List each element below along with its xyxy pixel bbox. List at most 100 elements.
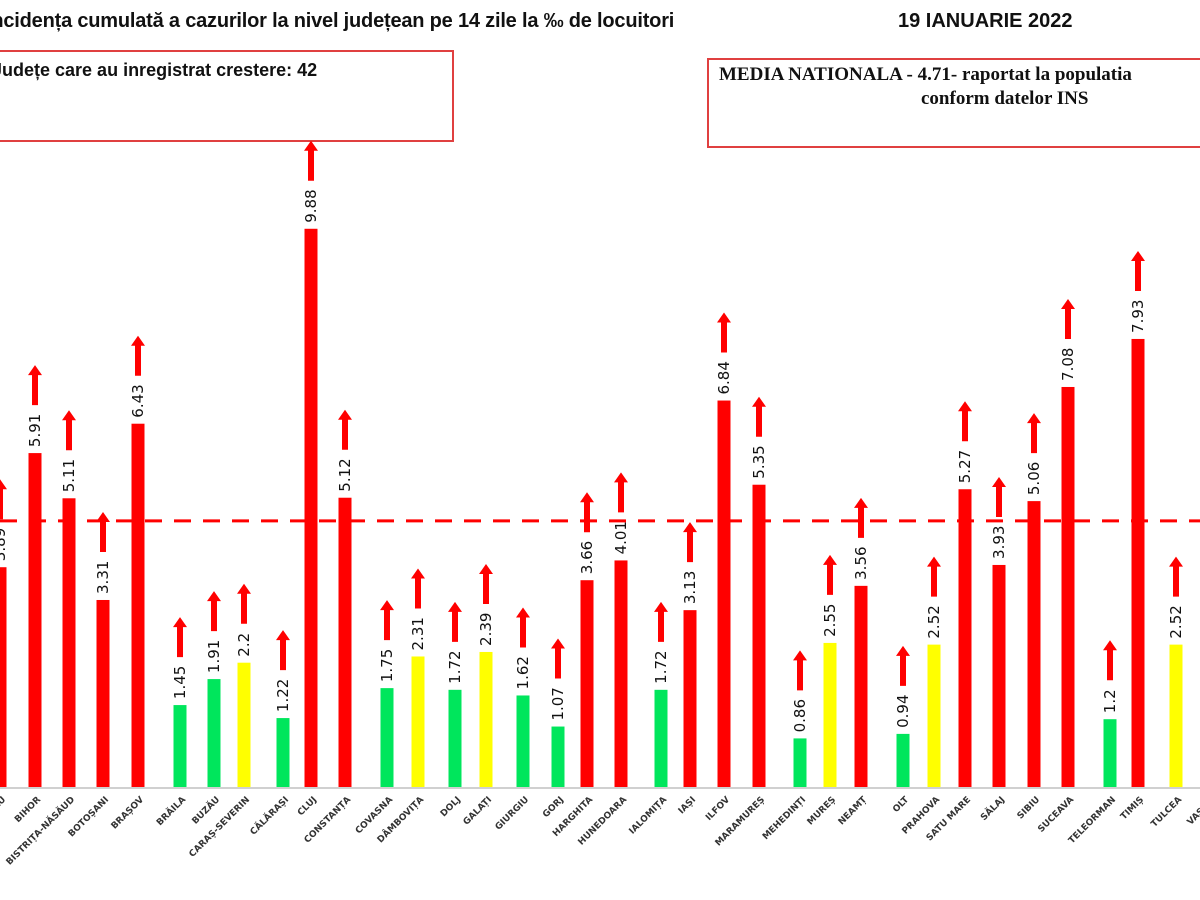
value-label: 2.55 (821, 604, 839, 637)
trend-up-arrow-icon (654, 601, 668, 642)
trend-up-arrow-icon (958, 401, 972, 442)
bar-dolj (448, 689, 462, 787)
bar-gala-i (479, 651, 493, 787)
bar-ialomi-a (654, 689, 668, 787)
category-label: MEHEDINȚI (761, 795, 808, 842)
value-label: 3.56 (852, 546, 870, 579)
bar-olt (896, 733, 910, 787)
category-label: BRĂILA (154, 794, 189, 829)
bar-bra-ov (131, 423, 145, 787)
bar-mure- (823, 642, 837, 787)
national-average-text: MEDIA NATIONALA - 4.71- raportat la popu… (719, 64, 1132, 85)
value-label: 3.31 (94, 561, 112, 594)
bar-giurgiu (516, 695, 530, 787)
trend-up-arrow-icon (448, 601, 462, 642)
national-average-source: conform datelor INS (921, 88, 1089, 109)
value-label: 5.91 (26, 414, 44, 447)
trend-up-arrow-icon (276, 630, 290, 671)
category-label: CĂLĂRAȘI (247, 794, 291, 838)
trend-up-arrow-icon (479, 563, 493, 604)
category-label: OLT (891, 794, 911, 814)
bar-teleorman (1103, 719, 1117, 787)
value-label: 5.06 (1025, 462, 1043, 495)
bar-ia-i (683, 610, 697, 787)
bar-mehedin-i (793, 738, 807, 787)
category-label: IAȘI (677, 795, 698, 816)
value-label: 1.75 (378, 649, 396, 682)
value-label: 0.86 (791, 699, 809, 732)
category-label: GORJ (541, 795, 566, 820)
trend-up-arrow-icon (580, 492, 594, 533)
value-label: 1.45 (171, 666, 189, 699)
category-label: GIURGIU (494, 795, 531, 832)
trend-up-arrow-icon (823, 554, 837, 595)
value-label: 1.07 (549, 687, 567, 720)
value-label: 3.13 (681, 571, 699, 604)
bar-hunedoara (614, 560, 628, 787)
chart-title: Incidența cumulată a cazurilor la nivel … (0, 10, 675, 32)
bar-tulcea (1169, 644, 1183, 787)
category-label: BACĂU (0, 794, 8, 827)
value-label: 2.52 (1167, 605, 1185, 638)
bar-prahova (927, 644, 941, 787)
trend-up-arrow-icon (411, 568, 425, 609)
report-date: 19 IANUARIE 2022 (898, 10, 1073, 32)
trend-up-arrow-icon (207, 591, 221, 632)
trend-up-arrow-icon (992, 476, 1006, 517)
trend-up-arrow-icon (1169, 556, 1183, 597)
trend-up-arrow-icon (551, 638, 565, 679)
bar-cara-severin (237, 662, 251, 787)
bar-harghita (580, 580, 594, 787)
trend-up-arrow-icon (304, 140, 318, 181)
trend-up-arrow-icon (338, 409, 352, 450)
trend-up-arrow-icon (1027, 413, 1041, 454)
trend-up-arrow-icon (896, 645, 910, 686)
trend-up-arrow-icon (28, 365, 42, 406)
increase-count-box: Județe care au inregistrat crestere: 42 (0, 50, 454, 142)
bar-ilfov (717, 400, 731, 787)
category-label: NEAMȚ (837, 794, 870, 827)
bar-br-ila (173, 705, 187, 787)
bar-bistri-a-n-s-ud (62, 498, 76, 787)
bar-bac-u (0, 567, 7, 787)
trend-up-arrow-icon (237, 583, 251, 624)
trend-up-arrow-icon (683, 522, 697, 563)
value-label: 4.01 (612, 521, 630, 554)
bar-cluj (304, 228, 318, 787)
trend-up-arrow-icon (0, 479, 7, 520)
category-label: SIBIU (1016, 795, 1042, 821)
trend-up-arrow-icon (516, 607, 530, 648)
bar-buz-u (207, 679, 221, 787)
value-label: 1.91 (205, 640, 223, 673)
value-label: 1.72 (652, 650, 670, 683)
trend-up-arrow-icon (854, 497, 868, 538)
category-label: BRAȘOV (110, 795, 147, 832)
bar-timi- (1131, 338, 1145, 787)
bar-suceava (1061, 386, 1075, 787)
value-label: 5.35 (750, 445, 768, 478)
value-label: 6.43 (129, 384, 147, 417)
value-label: 5.27 (956, 450, 974, 483)
value-label: 1.2 (1101, 689, 1119, 713)
bar-gorj (551, 726, 565, 787)
value-label: 2.31 (409, 617, 427, 650)
bar-satu-mare (958, 489, 972, 787)
bar-c-l-ra-i (276, 718, 290, 787)
trend-up-arrow-icon (1061, 298, 1075, 339)
trend-up-arrow-icon (1103, 640, 1117, 681)
category-label: SUCEAVA (1036, 795, 1076, 835)
value-label: 3.93 (990, 526, 1008, 559)
bar-sibiu (1027, 501, 1041, 787)
trend-up-arrow-icon (62, 410, 76, 451)
value-label: 3.66 (578, 541, 596, 574)
category-label: IALOMIȚA (628, 795, 670, 837)
trend-up-arrow-icon (131, 335, 145, 376)
trend-up-arrow-icon (173, 617, 187, 658)
trend-up-arrow-icon (752, 396, 766, 437)
trend-up-arrow-icon (793, 650, 807, 691)
bar-maramure- (752, 484, 766, 787)
value-label: 1.22 (274, 679, 292, 712)
value-label: 9.88 (302, 189, 320, 222)
national-average-box: MEDIA NATIONALA - 4.71- raportat la popu… (707, 58, 1200, 148)
